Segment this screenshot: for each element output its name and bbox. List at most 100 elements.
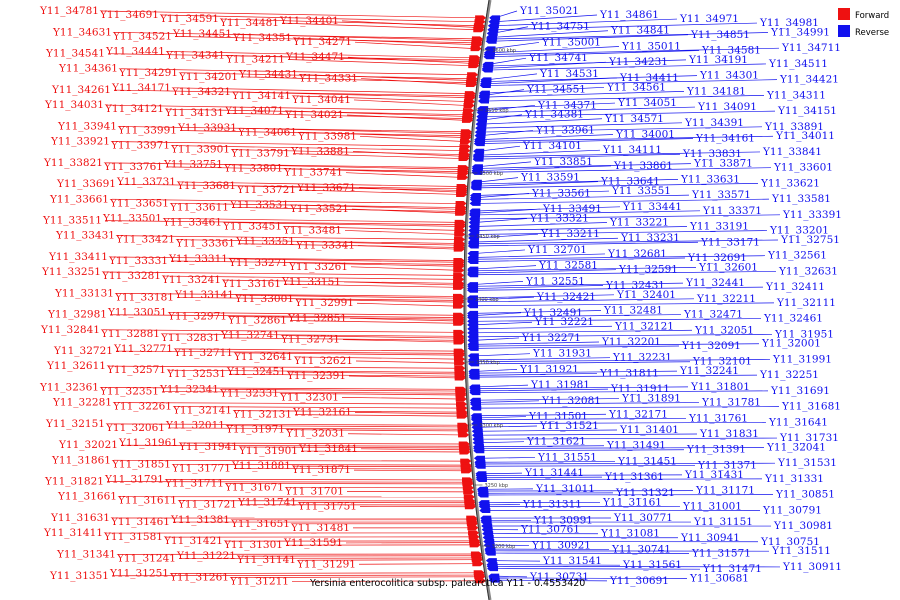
forward-gene-label[interactable]: Y11_33791 <box>230 148 290 160</box>
forward-gene-label[interactable]: Y11_33751 <box>163 159 223 171</box>
reverse-gene-label[interactable]: Y11_32751 <box>780 234 840 246</box>
forward-gene-mark[interactable] <box>455 388 467 394</box>
forward-gene-mark[interactable] <box>453 259 465 265</box>
forward-gene-label[interactable]: Y11_33921 <box>50 136 110 148</box>
forward-gene-label[interactable]: Y11_32531 <box>166 368 226 380</box>
forward-gene-label[interactable]: Y11_33941 <box>57 120 117 132</box>
forward-gene-label[interactable]: Y11_34541 <box>45 48 105 60</box>
reverse-gene-label[interactable]: Y11_34571 <box>604 113 664 125</box>
reverse-gene-label[interactable]: Y11_32581 <box>538 260 598 272</box>
forward-gene-mark[interactable] <box>468 60 480 66</box>
reverse-gene-label[interactable]: Y11_32121 <box>614 320 674 332</box>
forward-gene-mark[interactable] <box>457 428 469 434</box>
reverse-gene-label[interactable]: Y11_31321 <box>615 487 675 499</box>
forward-gene-mark[interactable] <box>460 134 472 140</box>
forward-gene-label[interactable]: Y11_31871 <box>291 464 351 476</box>
reverse-gene-mark[interactable] <box>467 310 479 316</box>
forward-gene-label[interactable]: Y11_33461 <box>162 216 222 228</box>
reverse-gene-mark[interactable] <box>470 185 482 191</box>
reverse-gene-label[interactable]: Y11_31951 <box>774 328 834 340</box>
reverse-gene-label[interactable]: Y11_31551 <box>537 451 597 463</box>
forward-gene-label[interactable]: Y11_32161 <box>292 406 352 418</box>
forward-gene-label[interactable]: Y11_34331 <box>298 73 358 85</box>
forward-gene-label[interactable]: Y11_31261 <box>169 572 229 584</box>
forward-gene-label[interactable]: Y11_31631 <box>50 512 110 524</box>
reverse-gene-label[interactable]: Y11_33561 <box>531 187 591 199</box>
forward-gene-mark[interactable] <box>456 405 468 411</box>
reverse-gene-mark[interactable] <box>467 303 479 309</box>
reverse-gene-mark[interactable] <box>471 165 483 171</box>
reverse-gene-label[interactable]: Y11_33391 <box>782 209 842 221</box>
forward-gene-mark[interactable] <box>455 396 467 402</box>
reverse-gene-label[interactable]: Y11_32691 <box>687 252 747 264</box>
forward-gene-mark[interactable] <box>454 236 466 242</box>
forward-gene-label[interactable]: Y11_34071 <box>224 105 284 117</box>
reverse-gene-label[interactable]: Y11_34371 <box>537 99 597 111</box>
reverse-gene-mark[interactable] <box>470 413 482 419</box>
forward-gene-mark[interactable] <box>454 371 466 377</box>
forward-gene-mark[interactable] <box>459 138 471 144</box>
reverse-gene-label[interactable]: Y11_33571 <box>691 189 751 201</box>
forward-gene-label[interactable]: Y11_33311 <box>168 253 228 265</box>
forward-gene-label[interactable]: Y11_31341 <box>56 548 116 560</box>
reverse-gene-label[interactable]: Y11_30981 <box>773 520 833 532</box>
forward-gene-label[interactable]: Y11_34521 <box>112 30 172 42</box>
reverse-gene-label[interactable]: Y11_33191 <box>689 221 749 233</box>
forward-gene-label[interactable]: Y11_33671 <box>296 182 356 194</box>
reverse-gene-label[interactable]: Y11_31371 <box>697 459 757 471</box>
reverse-gene-label[interactable]: Y11_33211 <box>540 228 600 240</box>
reverse-gene-mark[interactable] <box>467 330 479 336</box>
reverse-gene-label[interactable]: Y11_32201 <box>601 336 661 348</box>
forward-gene-label[interactable]: Y11_31961 <box>118 437 178 449</box>
forward-gene-label[interactable]: Y11_32851 <box>287 312 347 324</box>
reverse-gene-label[interactable]: Y11_34711 <box>781 42 841 54</box>
forward-gene-label[interactable]: Y11_34351 <box>232 32 292 44</box>
reverse-gene-label[interactable]: Y11_32241 <box>679 365 739 377</box>
forward-gene-mark[interactable] <box>470 46 482 52</box>
forward-gene-label[interactable]: Y11_33481 <box>282 224 342 236</box>
forward-gene-label[interactable]: Y11_31381 <box>170 514 230 526</box>
reverse-gene-label[interactable]: Y11_31731 <box>779 432 839 444</box>
forward-gene-label[interactable]: Y11_32721 <box>53 345 113 357</box>
reverse-gene-label[interactable]: Y11_32551 <box>525 275 585 287</box>
reverse-gene-mark[interactable] <box>467 283 479 289</box>
forward-gene-mark[interactable] <box>466 517 478 523</box>
forward-gene-label[interactable]: Y11_34451 <box>172 28 232 40</box>
reverse-gene-mark[interactable] <box>477 492 489 498</box>
forward-gene-label[interactable]: Y11_31941 <box>178 441 238 453</box>
reverse-gene-label[interactable]: Y11_30851 <box>775 489 835 501</box>
forward-gene-mark[interactable] <box>454 375 466 381</box>
reverse-gene-mark[interactable] <box>469 386 481 392</box>
reverse-gene-label[interactable]: Y11_34051 <box>617 97 677 109</box>
forward-gene-mark[interactable] <box>463 494 475 500</box>
forward-gene-label[interactable]: Y11_33431 <box>55 230 115 242</box>
forward-gene-mark[interactable] <box>455 392 467 398</box>
forward-gene-mark[interactable] <box>474 19 486 25</box>
forward-gene-label[interactable]: Y11_31881 <box>231 460 291 472</box>
reverse-gene-mark[interactable] <box>471 428 483 434</box>
reverse-gene-mark[interactable] <box>467 337 479 343</box>
forward-gene-mark[interactable] <box>463 489 475 495</box>
forward-gene-label[interactable]: Y11_31351 <box>49 570 109 582</box>
reverse-gene-label[interactable]: Y11_31911 <box>610 383 670 395</box>
reverse-gene-label[interactable]: Y11_32461 <box>763 313 823 325</box>
reverse-gene-mark[interactable] <box>486 30 498 36</box>
reverse-gene-label[interactable]: Y11_31641 <box>768 416 828 428</box>
reverse-gene-mark[interactable] <box>470 401 482 407</box>
forward-gene-mark[interactable] <box>474 578 486 584</box>
forward-gene-label[interactable]: Y11_31141 <box>236 554 296 566</box>
reverse-gene-label[interactable]: Y11_34411 <box>619 72 679 84</box>
reverse-gene-mark[interactable] <box>467 343 479 349</box>
reverse-gene-label[interactable]: Y11_32271 <box>521 332 581 344</box>
forward-gene-label[interactable]: Y11_32611 <box>46 360 106 372</box>
forward-gene-label[interactable]: Y11_33531 <box>229 199 289 211</box>
reverse-gene-label[interactable]: Y11_32491 <box>523 307 583 319</box>
forward-gene-label[interactable]: Y11_34401 <box>279 15 339 27</box>
reverse-gene-label[interactable]: Y11_34971 <box>679 13 739 25</box>
reverse-gene-mark[interactable] <box>467 287 479 293</box>
reverse-gene-mark[interactable] <box>475 476 487 482</box>
forward-gene-label[interactable]: Y11_34211 <box>225 54 285 66</box>
reverse-gene-mark[interactable] <box>486 563 498 569</box>
reverse-gene-label[interactable]: Y11_31011 <box>535 483 595 495</box>
reverse-gene-label[interactable]: Y11_31331 <box>764 473 824 485</box>
